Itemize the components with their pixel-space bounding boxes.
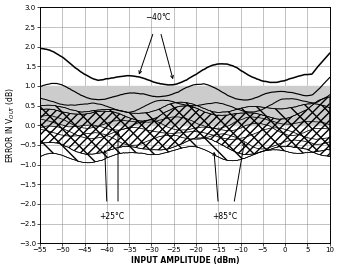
Text: +25°C: +25°C <box>99 212 124 221</box>
Text: $-$40°C: $-$40°C <box>145 11 172 22</box>
Y-axis label: ERROR IN V$_{OUT}$ (dB): ERROR IN V$_{OUT}$ (dB) <box>5 87 17 163</box>
Text: +85°C: +85°C <box>212 212 238 221</box>
Bar <box>40 86 330 125</box>
X-axis label: INPUT AMPLITUDE (dBm): INPUT AMPLITUDE (dBm) <box>131 256 239 265</box>
